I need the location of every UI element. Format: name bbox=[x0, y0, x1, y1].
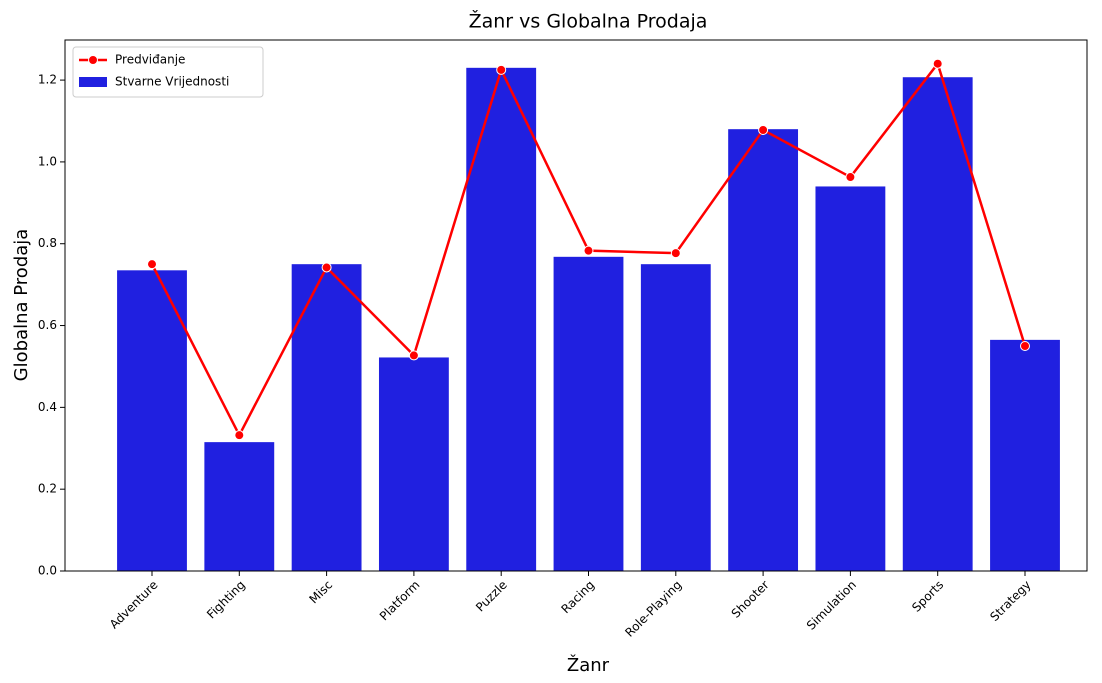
x-tick-label: Racing bbox=[558, 578, 597, 617]
legend-box bbox=[72, 46, 264, 98]
x-tick-label: Adventure bbox=[107, 578, 161, 632]
y-axis-label: Globalna Prodaja bbox=[11, 229, 32, 382]
bar bbox=[117, 270, 187, 571]
y-tick-label: 0.4 bbox=[38, 400, 57, 414]
bar bbox=[204, 442, 275, 571]
bar bbox=[728, 129, 799, 571]
bar bbox=[378, 357, 449, 571]
bar bbox=[466, 67, 537, 572]
y-tick-label: 1.2 bbox=[38, 73, 57, 87]
line-marker bbox=[1020, 341, 1030, 351]
y-tick-label: 0.8 bbox=[38, 236, 57, 250]
bar bbox=[815, 186, 886, 572]
line-marker bbox=[496, 64, 507, 75]
x-axis-label: Žanr bbox=[567, 654, 610, 676]
line-marker bbox=[583, 245, 594, 256]
y-tick-label: 1.0 bbox=[38, 154, 57, 168]
bar bbox=[990, 339, 1060, 571]
chart-title: Žanr vs Globalna Prodaja bbox=[469, 10, 708, 33]
line-marker bbox=[321, 262, 332, 273]
bar bbox=[640, 264, 711, 571]
legend-label: Stvarne Vrijednosti bbox=[115, 75, 229, 89]
line-marker bbox=[670, 248, 681, 259]
x-tick-label: Fighting bbox=[204, 578, 248, 622]
legend-label: Predviđanje bbox=[115, 53, 185, 67]
x-tick-label: Role-Playing bbox=[622, 578, 684, 640]
line-marker bbox=[234, 430, 245, 441]
legend-swatch bbox=[79, 77, 107, 87]
y-tick-label: 0.6 bbox=[38, 318, 57, 332]
line-marker bbox=[147, 259, 157, 270]
x-tick-label: Simulation bbox=[804, 578, 859, 633]
legend-marker bbox=[88, 55, 98, 65]
x-tick-label: Platform bbox=[377, 578, 423, 624]
line-marker bbox=[845, 172, 856, 183]
line-marker bbox=[758, 125, 769, 135]
x-tick-label: Puzzle bbox=[473, 578, 510, 615]
x-tick-label: Sports bbox=[909, 578, 946, 615]
plot-frame bbox=[64, 39, 1088, 572]
line-marker bbox=[932, 58, 943, 69]
y-tick-label: 0.2 bbox=[38, 482, 57, 496]
bar bbox=[291, 264, 362, 571]
y-tick-label: 0.0 bbox=[38, 564, 57, 578]
x-tick-label: Shooter bbox=[729, 578, 772, 621]
line-marker bbox=[408, 350, 419, 361]
x-tick-label: Misc bbox=[307, 578, 336, 607]
x-tick-label: Strategy bbox=[987, 578, 1033, 624]
bar bbox=[553, 256, 624, 571]
legend: Predviđanje Stvarne Vrijednosti bbox=[72, 46, 264, 98]
bar bbox=[902, 77, 973, 572]
